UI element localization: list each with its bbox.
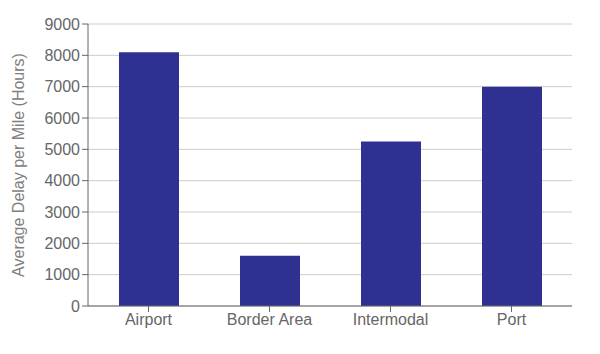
svg-text:8000: 8000 [44, 47, 80, 64]
svg-text:6000: 6000 [44, 110, 80, 127]
svg-text:Airport: Airport [125, 311, 173, 328]
svg-text:Border Area: Border Area [227, 311, 312, 328]
svg-text:7000: 7000 [44, 78, 80, 95]
svg-text:5000: 5000 [44, 141, 80, 158]
svg-text:Average Delay per Mile (Hours): Average Delay per Mile (Hours) [10, 53, 27, 277]
svg-text:1000: 1000 [44, 266, 80, 283]
svg-text:2000: 2000 [44, 235, 80, 252]
svg-text:0: 0 [71, 298, 80, 315]
svg-text:Port: Port [497, 311, 527, 328]
svg-text:9000: 9000 [44, 16, 80, 33]
svg-text:3000: 3000 [44, 204, 80, 221]
svg-text:4000: 4000 [44, 172, 80, 189]
svg-text:Intermodal: Intermodal [353, 311, 429, 328]
